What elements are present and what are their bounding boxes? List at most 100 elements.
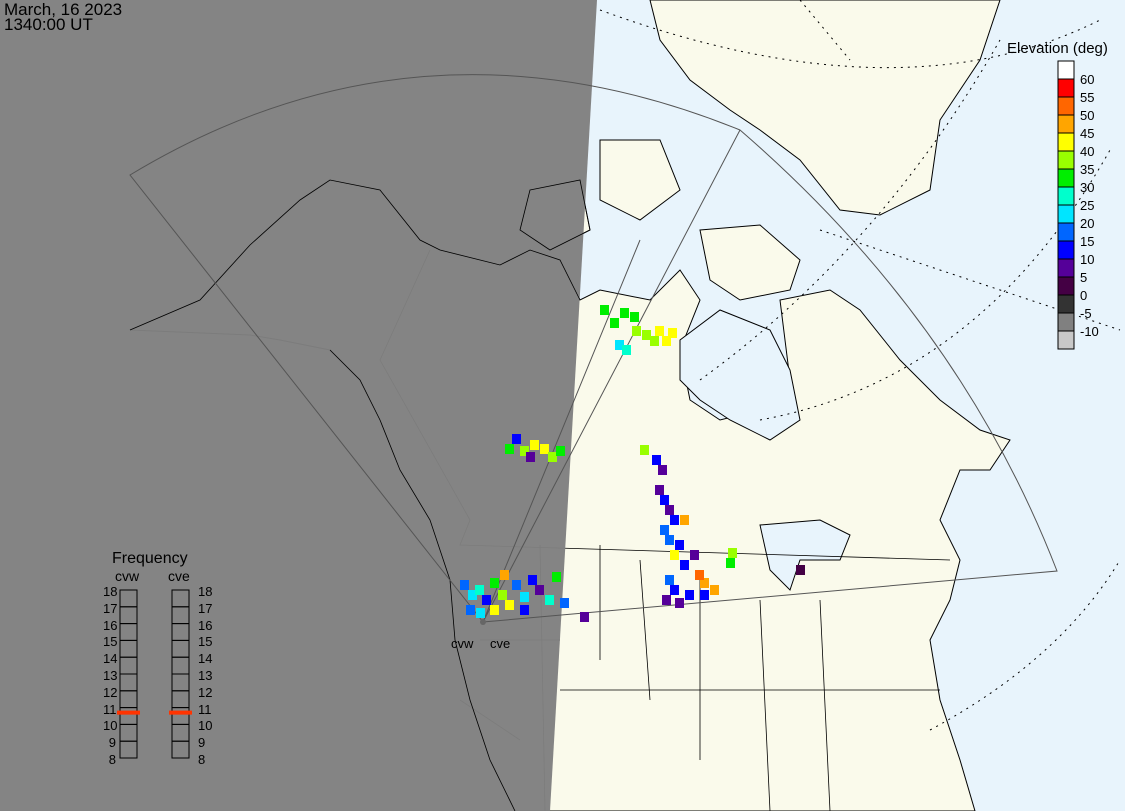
echo-cell	[512, 580, 521, 590]
radar-fov-outline	[129, 74, 1058, 623]
colorbar-swatch	[1057, 258, 1075, 278]
echo-cell	[652, 455, 661, 465]
night-shading	[0, 0, 597, 811]
frequency-tick: 10	[103, 718, 118, 734]
colorbar-tick: 60	[1080, 72, 1095, 87]
echo-cell	[490, 605, 499, 615]
frequency-tick: 14	[198, 651, 213, 667]
echo-cell	[690, 550, 699, 560]
echo-cell	[630, 312, 639, 322]
radar-label-cve: cve	[490, 636, 511, 651]
elevation-colorbar	[1057, 60, 1075, 350]
colorbar-swatch	[1057, 330, 1075, 350]
date-label: March, 16 2023	[4, 0, 123, 19]
echo-cell	[700, 578, 709, 588]
echo-cell	[642, 330, 651, 340]
radar-label-cvw: cvw	[451, 636, 474, 651]
echo-cell	[556, 446, 565, 456]
echo-cell	[680, 560, 689, 570]
echo-cell	[505, 600, 514, 610]
frequency-tick: 11	[198, 701, 212, 717]
colorbar-swatch	[1057, 294, 1075, 314]
echo-cell	[665, 535, 674, 545]
echo-cell	[622, 345, 631, 355]
echo-cell	[468, 590, 477, 600]
echo-cell	[668, 328, 677, 338]
echo-cell	[685, 590, 694, 600]
echo-cell	[796, 565, 805, 575]
echo-cell	[620, 308, 629, 318]
echo-cell	[675, 598, 684, 608]
frequency-tick: 12	[198, 684, 213, 700]
echo-cell	[475, 585, 484, 595]
frequency-tick: 17	[198, 600, 213, 616]
echo-cell	[670, 515, 679, 525]
echo-cell	[695, 570, 704, 580]
echo-cell	[675, 540, 684, 550]
night-coastlines	[129, 179, 591, 811]
echo-cell	[700, 590, 709, 600]
echo-cell	[520, 592, 529, 602]
echo-cell	[528, 575, 537, 585]
frequency-tick: 12	[103, 684, 118, 700]
frequency-tick: 9	[198, 735, 206, 751]
echo-cell	[552, 572, 561, 582]
frequency-tick: 15	[103, 634, 118, 650]
colorbar-tick: 50	[1080, 108, 1095, 123]
echo-cell	[526, 452, 535, 462]
frequency-tick: 13	[198, 668, 213, 683]
colorbar-swatch	[1057, 222, 1075, 242]
echo-cell	[560, 598, 569, 608]
colorbar-swatch	[1057, 114, 1075, 134]
frequency-tick: 17	[103, 600, 118, 616]
echo-cell	[545, 595, 554, 605]
colorbar-tick: -10	[1080, 324, 1099, 339]
frequency-radar-cvw: cvw	[115, 568, 140, 584]
hudson-bay	[679, 309, 801, 441]
colorbar-swatch	[1057, 312, 1075, 332]
echo-cell	[662, 336, 671, 346]
colorbar-swatch	[1057, 78, 1075, 98]
frequency-tick: 8	[198, 752, 206, 767]
echo-cell	[498, 590, 507, 600]
echo-cell	[548, 452, 557, 462]
echo-cell	[520, 605, 529, 615]
frequency-tick: 16	[198, 617, 213, 633]
echo-cell	[460, 580, 469, 590]
colorbar-tick: 45	[1080, 126, 1095, 141]
frequency-tick: 11	[103, 701, 117, 717]
colorbar-swatch	[1057, 168, 1075, 188]
echo-cell	[580, 612, 589, 622]
frequency-tick: 16	[103, 617, 118, 633]
echo-cell	[710, 585, 719, 595]
colorbar-swatch	[1057, 132, 1075, 152]
colorbar-tick: 35	[1080, 162, 1095, 177]
colorbar-tick: 0	[1080, 288, 1088, 303]
echo-cell	[610, 318, 619, 328]
echo-cell	[490, 578, 499, 588]
greenland	[649, 0, 1001, 216]
echo-cell	[466, 605, 475, 615]
echo-cell	[665, 505, 674, 515]
echo-cell	[665, 575, 674, 585]
echo-cell	[660, 495, 669, 505]
great-lakes	[759, 519, 851, 591]
frequency-tick: 18	[103, 584, 118, 599]
echo-cell	[476, 608, 485, 618]
colorbar-swatch	[1057, 150, 1075, 170]
echo-cell	[658, 465, 667, 475]
echo-cell	[680, 515, 689, 525]
frequency-cell	[119, 740, 138, 759]
frequency-marker	[117, 710, 140, 715]
colorbar-tick: 30	[1080, 180, 1095, 195]
echo-cell	[540, 444, 549, 454]
colorbar-swatch	[1057, 240, 1075, 260]
frequency-tick: 14	[103, 651, 118, 667]
frequency-tick: 10	[198, 718, 213, 734]
frequency-radar-cve: cve	[168, 568, 190, 584]
colorbar-swatch	[1057, 186, 1075, 206]
echo-cell	[655, 326, 664, 336]
colorbar-swatch	[1057, 204, 1075, 224]
colorbar-tick: 40	[1080, 144, 1095, 159]
